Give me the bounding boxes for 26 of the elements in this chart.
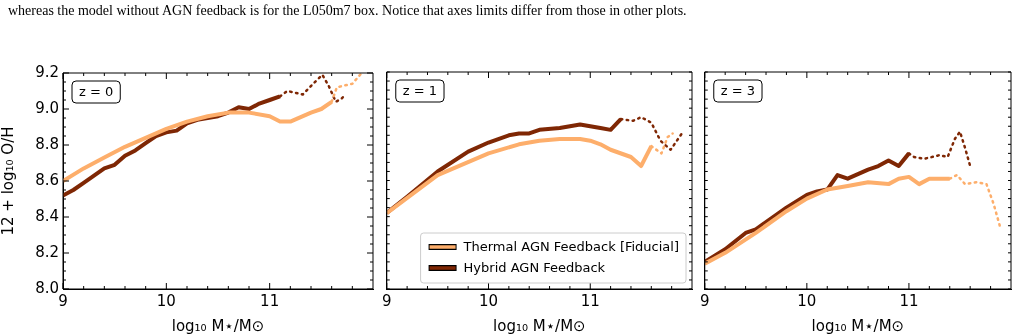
x-tick-label: 11 — [899, 291, 919, 310]
x-tick-label: 9 — [700, 291, 710, 310]
x-axis-title: log₁₀ M⋆/M⊙ — [493, 316, 586, 335]
y-tick-label: 9.0 — [35, 98, 59, 117]
y-tick-label: 9.2 — [35, 62, 59, 81]
legend-label: Thermal AGN Feedback [Fiducial] — [462, 239, 679, 255]
x-tick-label: 9 — [382, 291, 392, 310]
text: whereas the model without AGN feedback is for the L050m7 box. Notice that axes limits differ from those in other plots. — [8, 3, 687, 19]
text: z = 3 — [720, 83, 756, 99]
y-tick-label: 8.8 — [35, 134, 59, 153]
text: z = 0 — [79, 84, 114, 100]
x-axis-title: log₁₀ M⋆/M⊙ — [811, 316, 905, 335]
text: z = 1 — [402, 83, 438, 99]
y-tick-label: 8.2 — [35, 242, 59, 261]
x-axis-title: log₁₀ M⋆/M⊙ — [171, 316, 265, 335]
x-tick-label: 10 — [156, 291, 176, 310]
x-tick-label: 11 — [260, 291, 280, 310]
x-tick-label: 10 — [478, 291, 499, 310]
x-tick-label: 11 — [580, 291, 600, 310]
legend-label: Hybrid AGN Feedback — [463, 260, 606, 276]
y-tick-label: 8.6 — [35, 170, 59, 189]
y-tick-label: 8.0 — [35, 278, 59, 297]
x-tick-label: 10 — [797, 291, 817, 310]
y-tick-label: 8.4 — [35, 206, 59, 225]
x-tick-label: 9 — [58, 291, 68, 310]
y-axis-title: 12 + log₁₀ O/H — [0, 126, 17, 236]
